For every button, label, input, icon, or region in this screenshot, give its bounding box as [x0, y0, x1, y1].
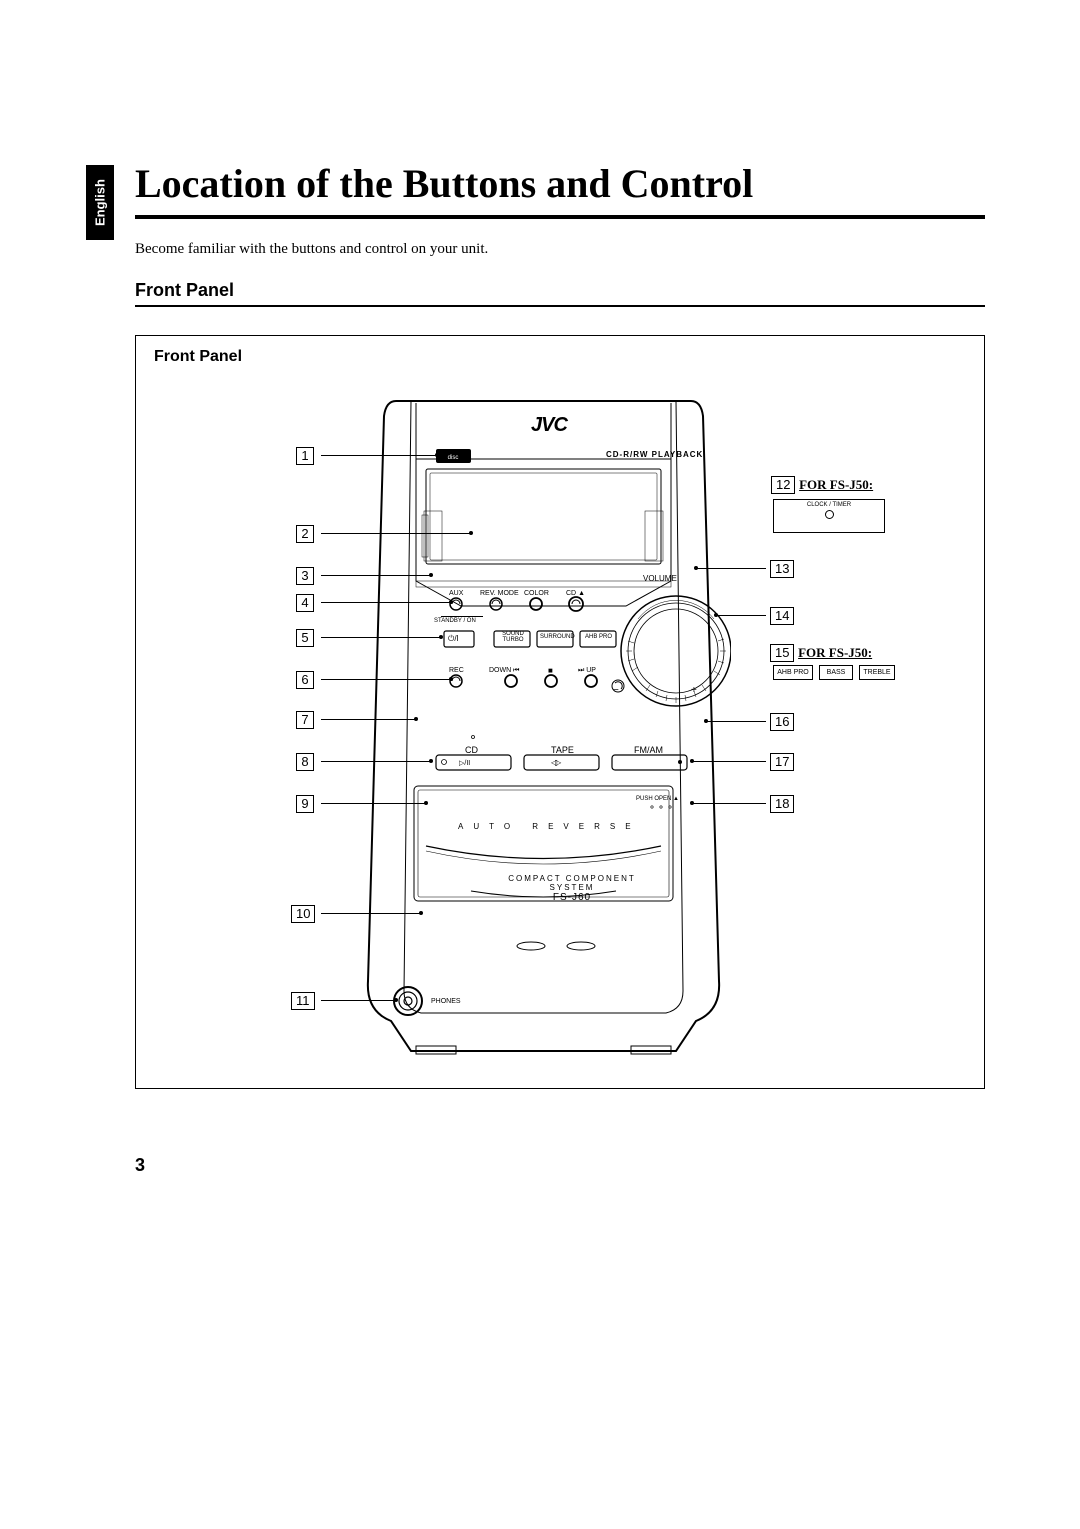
volume-label: VOLUME — [643, 574, 677, 583]
callout-line — [692, 761, 766, 762]
intro-text: Become familiar with the buttons and con… — [135, 241, 985, 258]
clock-timer-icon — [825, 510, 834, 519]
callout-dot — [449, 677, 453, 681]
callout-5: 5 — [296, 629, 314, 647]
power-icon: ⏻/I — [448, 634, 459, 644]
callout-dot — [449, 600, 453, 604]
callout-line — [321, 455, 436, 456]
clock-timer-block: CLOCK / TIMER — [773, 499, 885, 533]
callout-line — [321, 533, 471, 534]
ext-ahb: AHB PRO — [773, 665, 813, 680]
callout-line — [716, 615, 766, 616]
callout-12: 12 FOR FS-J50: — [771, 476, 873, 494]
auto-reverse-label: AUTO REVERSE — [458, 822, 641, 831]
color-label: COLOR — [524, 590, 549, 597]
callout-8: 8 — [296, 753, 314, 771]
language-tab: English — [86, 165, 114, 240]
down-label: DOWN ⏮ — [489, 667, 519, 675]
callout-14: 14 — [770, 607, 794, 625]
callout-dot — [435, 453, 439, 457]
standby-label: STANDBY / ON — [434, 618, 476, 624]
subtitle-rule — [135, 305, 985, 307]
callout-dot — [694, 566, 698, 570]
callout-dot — [429, 573, 433, 577]
device-diagram: disc — [356, 391, 731, 1061]
play-icon: ▷/II — [459, 759, 470, 767]
page-number: 3 — [135, 1155, 145, 1176]
callout-2: 2 — [296, 525, 314, 543]
callout-line — [321, 913, 421, 914]
rec-label: REC — [449, 667, 464, 674]
callout-4: 4 — [296, 594, 314, 612]
callout-dot — [419, 911, 423, 915]
callout-line — [321, 761, 431, 762]
ext-treble: TREBLE — [859, 665, 895, 680]
tape-btn-label: TAPE — [551, 745, 574, 755]
callout-line — [321, 602, 451, 603]
surround-label: SURROUND — [540, 634, 575, 640]
callout-dot — [429, 759, 433, 763]
callout-line — [321, 637, 441, 638]
callout-18: 18 — [770, 795, 794, 813]
callout-line — [692, 803, 766, 804]
tape-dir-icon: ◁▷ — [551, 758, 559, 767]
aux-label: AUX — [449, 590, 463, 597]
callout-3: 3 — [296, 567, 314, 585]
system-name: COMPACT COMPONENT SYSTEMFS-J60 — [487, 874, 657, 903]
callout-10: 10 — [291, 905, 315, 923]
callout-dot — [394, 998, 398, 1002]
revmode-label: REV. MODE — [480, 590, 519, 597]
callout-7: 7 — [296, 711, 314, 729]
callout-dot — [414, 717, 418, 721]
subtitle: Front Panel — [135, 280, 985, 301]
callout-line — [321, 575, 431, 576]
svg-text:disc: disc — [448, 455, 459, 461]
callout-13: 13 — [770, 560, 794, 578]
callout-line — [696, 568, 766, 569]
callout-line — [321, 1000, 396, 1001]
minus-label: − — [613, 685, 619, 696]
up-label: ⏭ UP — [578, 667, 596, 675]
cdrw-label: CD-R/RW PLAYBACK — [606, 450, 703, 459]
ahbpro-label: AHB PRO — [585, 634, 612, 640]
title-rule — [135, 215, 985, 219]
callout-dot — [424, 801, 428, 805]
callout-16: 16 — [770, 713, 794, 731]
page-title: Location of the Buttons and Control — [135, 160, 985, 207]
callout-line — [321, 803, 426, 804]
callout-dot — [690, 801, 694, 805]
ext-bass: BASS — [819, 665, 853, 680]
stop-label: ■ — [548, 666, 553, 675]
plus-label: + — [691, 685, 697, 696]
callout-dot — [704, 719, 708, 723]
callout-dot — [690, 759, 694, 763]
push-open-label: PUSH OPEN ▲ — [636, 796, 679, 802]
callout-15: 15 FOR FS-J50: — [770, 644, 872, 662]
phones-label: PHONES — [431, 998, 461, 1005]
callout-line — [706, 721, 766, 722]
panel-caption: Front Panel — [154, 348, 242, 366]
cd-eject-label: CD ▲ — [566, 590, 585, 597]
callout-line — [321, 719, 416, 720]
callout-1: 1 — [296, 447, 314, 465]
callout-9: 9 — [296, 795, 314, 813]
cd-btn-label: CD — [465, 745, 478, 755]
callout-dot — [439, 635, 443, 639]
callout-line — [321, 679, 451, 680]
callout-dot — [714, 613, 718, 617]
sound-turbo-label: SOUNDTURBO — [498, 631, 528, 643]
brand-logo: JVC — [531, 414, 567, 437]
fmam-btn-label: FM/AM — [634, 745, 663, 755]
callout-11: 11 — [291, 992, 315, 1010]
panel-box: Front Panel disc — [135, 335, 985, 1089]
callout-dot — [469, 531, 473, 535]
callout-17: 17 — [770, 753, 794, 771]
callout-6: 6 — [296, 671, 314, 689]
